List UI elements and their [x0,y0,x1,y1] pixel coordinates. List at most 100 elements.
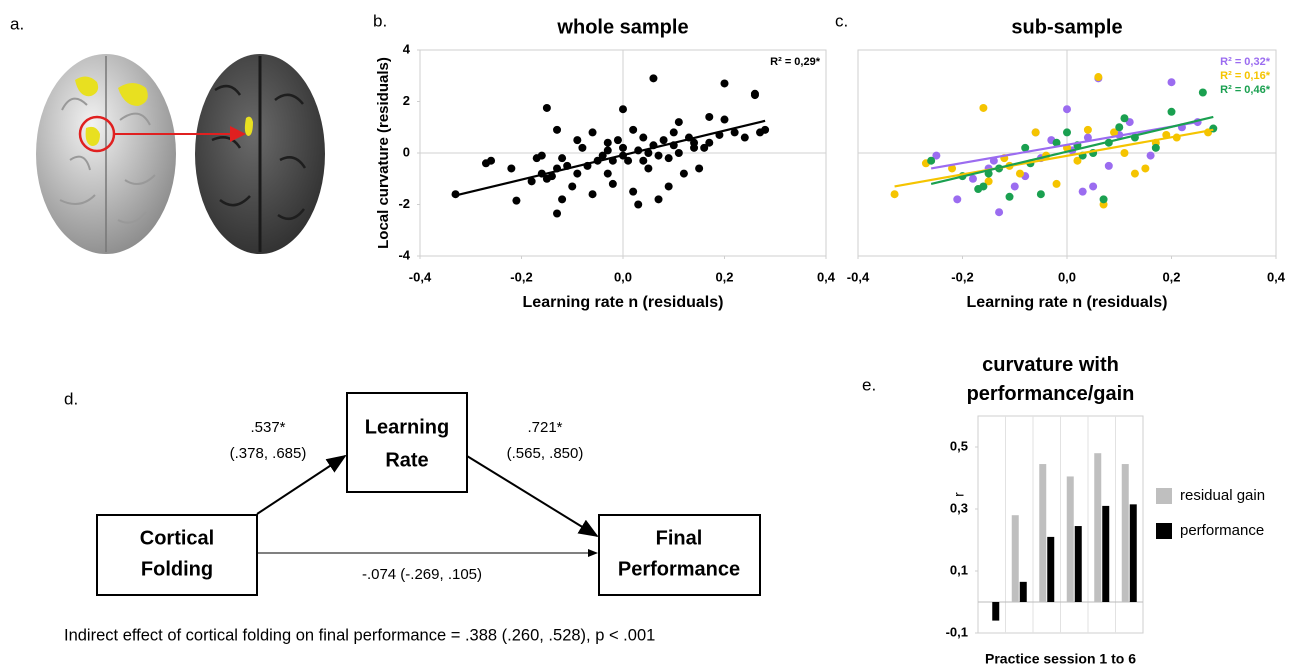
mediation-diagram: Learning Rate Cortical Folding Final Per… [64,392,761,644]
point [1052,179,1061,188]
point [979,182,988,191]
r-squared-label: R² = 0,46* [1220,84,1271,96]
point [1167,78,1176,87]
point [720,79,729,88]
point [629,125,638,134]
edge-arrow [256,454,347,515]
footnote: Indirect effect of cortical folding on f… [64,626,655,644]
point [1115,123,1124,132]
point [995,208,1004,217]
point [1021,143,1030,152]
x-tick-label: -0,4 [847,269,870,284]
point [542,103,551,112]
point [487,156,496,165]
point [608,179,617,188]
fit-line [930,115,1214,185]
node-box [346,392,468,493]
edge-label: .537* [250,419,285,436]
point [603,138,612,147]
point [649,74,658,83]
y-tick-label: -0,1 [946,624,968,639]
point [654,151,663,160]
point [654,195,663,204]
point [669,128,678,137]
point [1063,105,1071,114]
x-axis-label: Practice session 1 to 6 [985,651,1136,667]
point [927,156,936,165]
point [1099,195,1108,204]
point [1052,138,1061,147]
point [690,143,699,152]
node-label: Learning [365,416,449,438]
point [547,172,556,181]
node-label: Performance [618,558,740,580]
point [1167,107,1176,116]
y-tick-label: 0 [403,144,410,159]
point [451,190,460,199]
point [1151,143,1160,152]
x-axis-label: Learning rate n (residuals) [967,294,1168,311]
legend-swatch [1156,523,1172,539]
point [619,143,627,152]
node-box [96,514,258,596]
x-tick-label: -0,4 [409,269,432,284]
point [588,190,597,199]
point [644,149,653,157]
chart-title: whole sample [556,16,688,38]
point [558,154,567,163]
edge-label: (.565, .850) [507,445,584,462]
point [537,151,546,160]
point [1031,128,1040,137]
fit-line [455,119,766,197]
point [761,125,770,134]
point [1146,151,1155,160]
point [553,209,562,218]
brain-sulci [59,97,156,224]
point [1063,128,1071,137]
legend-label: performance [1180,522,1264,539]
point [568,182,577,191]
point [700,143,709,152]
bar [1066,476,1074,602]
y-tick-label: -2 [398,196,410,211]
bar [1047,536,1055,602]
edge-label: .721* [527,419,562,436]
activation-blob [244,116,253,136]
panel-label: c. [835,11,848,30]
panel-label: b. [373,11,387,30]
legend-swatch [1156,488,1172,504]
point [1198,88,1207,97]
point [705,138,714,147]
point [1015,169,1024,178]
x-tick-label: 0,4 [1267,269,1286,284]
bar [1102,505,1110,602]
point [634,200,643,209]
node-label: Rate [385,449,428,471]
point [598,151,607,160]
point [720,115,729,124]
point [629,187,638,196]
x-tick-label: -0,2 [951,269,973,284]
bar [1019,581,1027,602]
panel-label: e. [862,375,876,394]
point [750,91,759,100]
r-squared-label: R² = 0,29* [770,56,821,68]
point [674,118,683,127]
point [1120,149,1129,157]
x-tick-label: 0,2 [715,269,733,284]
point [1010,182,1019,191]
point [613,136,622,145]
bar [1094,453,1102,602]
edge-arrow [466,455,599,538]
y-axis-label: r [951,492,967,497]
point [507,164,516,173]
r-squared-label: R² = 0,16* [1220,70,1271,82]
point [624,156,633,165]
point [1073,156,1082,165]
point [573,136,582,145]
brain-sulci [211,84,307,221]
y-tick-label: 4 [403,41,411,56]
point [664,154,673,163]
chart-title: sub-sample [1011,16,1122,38]
